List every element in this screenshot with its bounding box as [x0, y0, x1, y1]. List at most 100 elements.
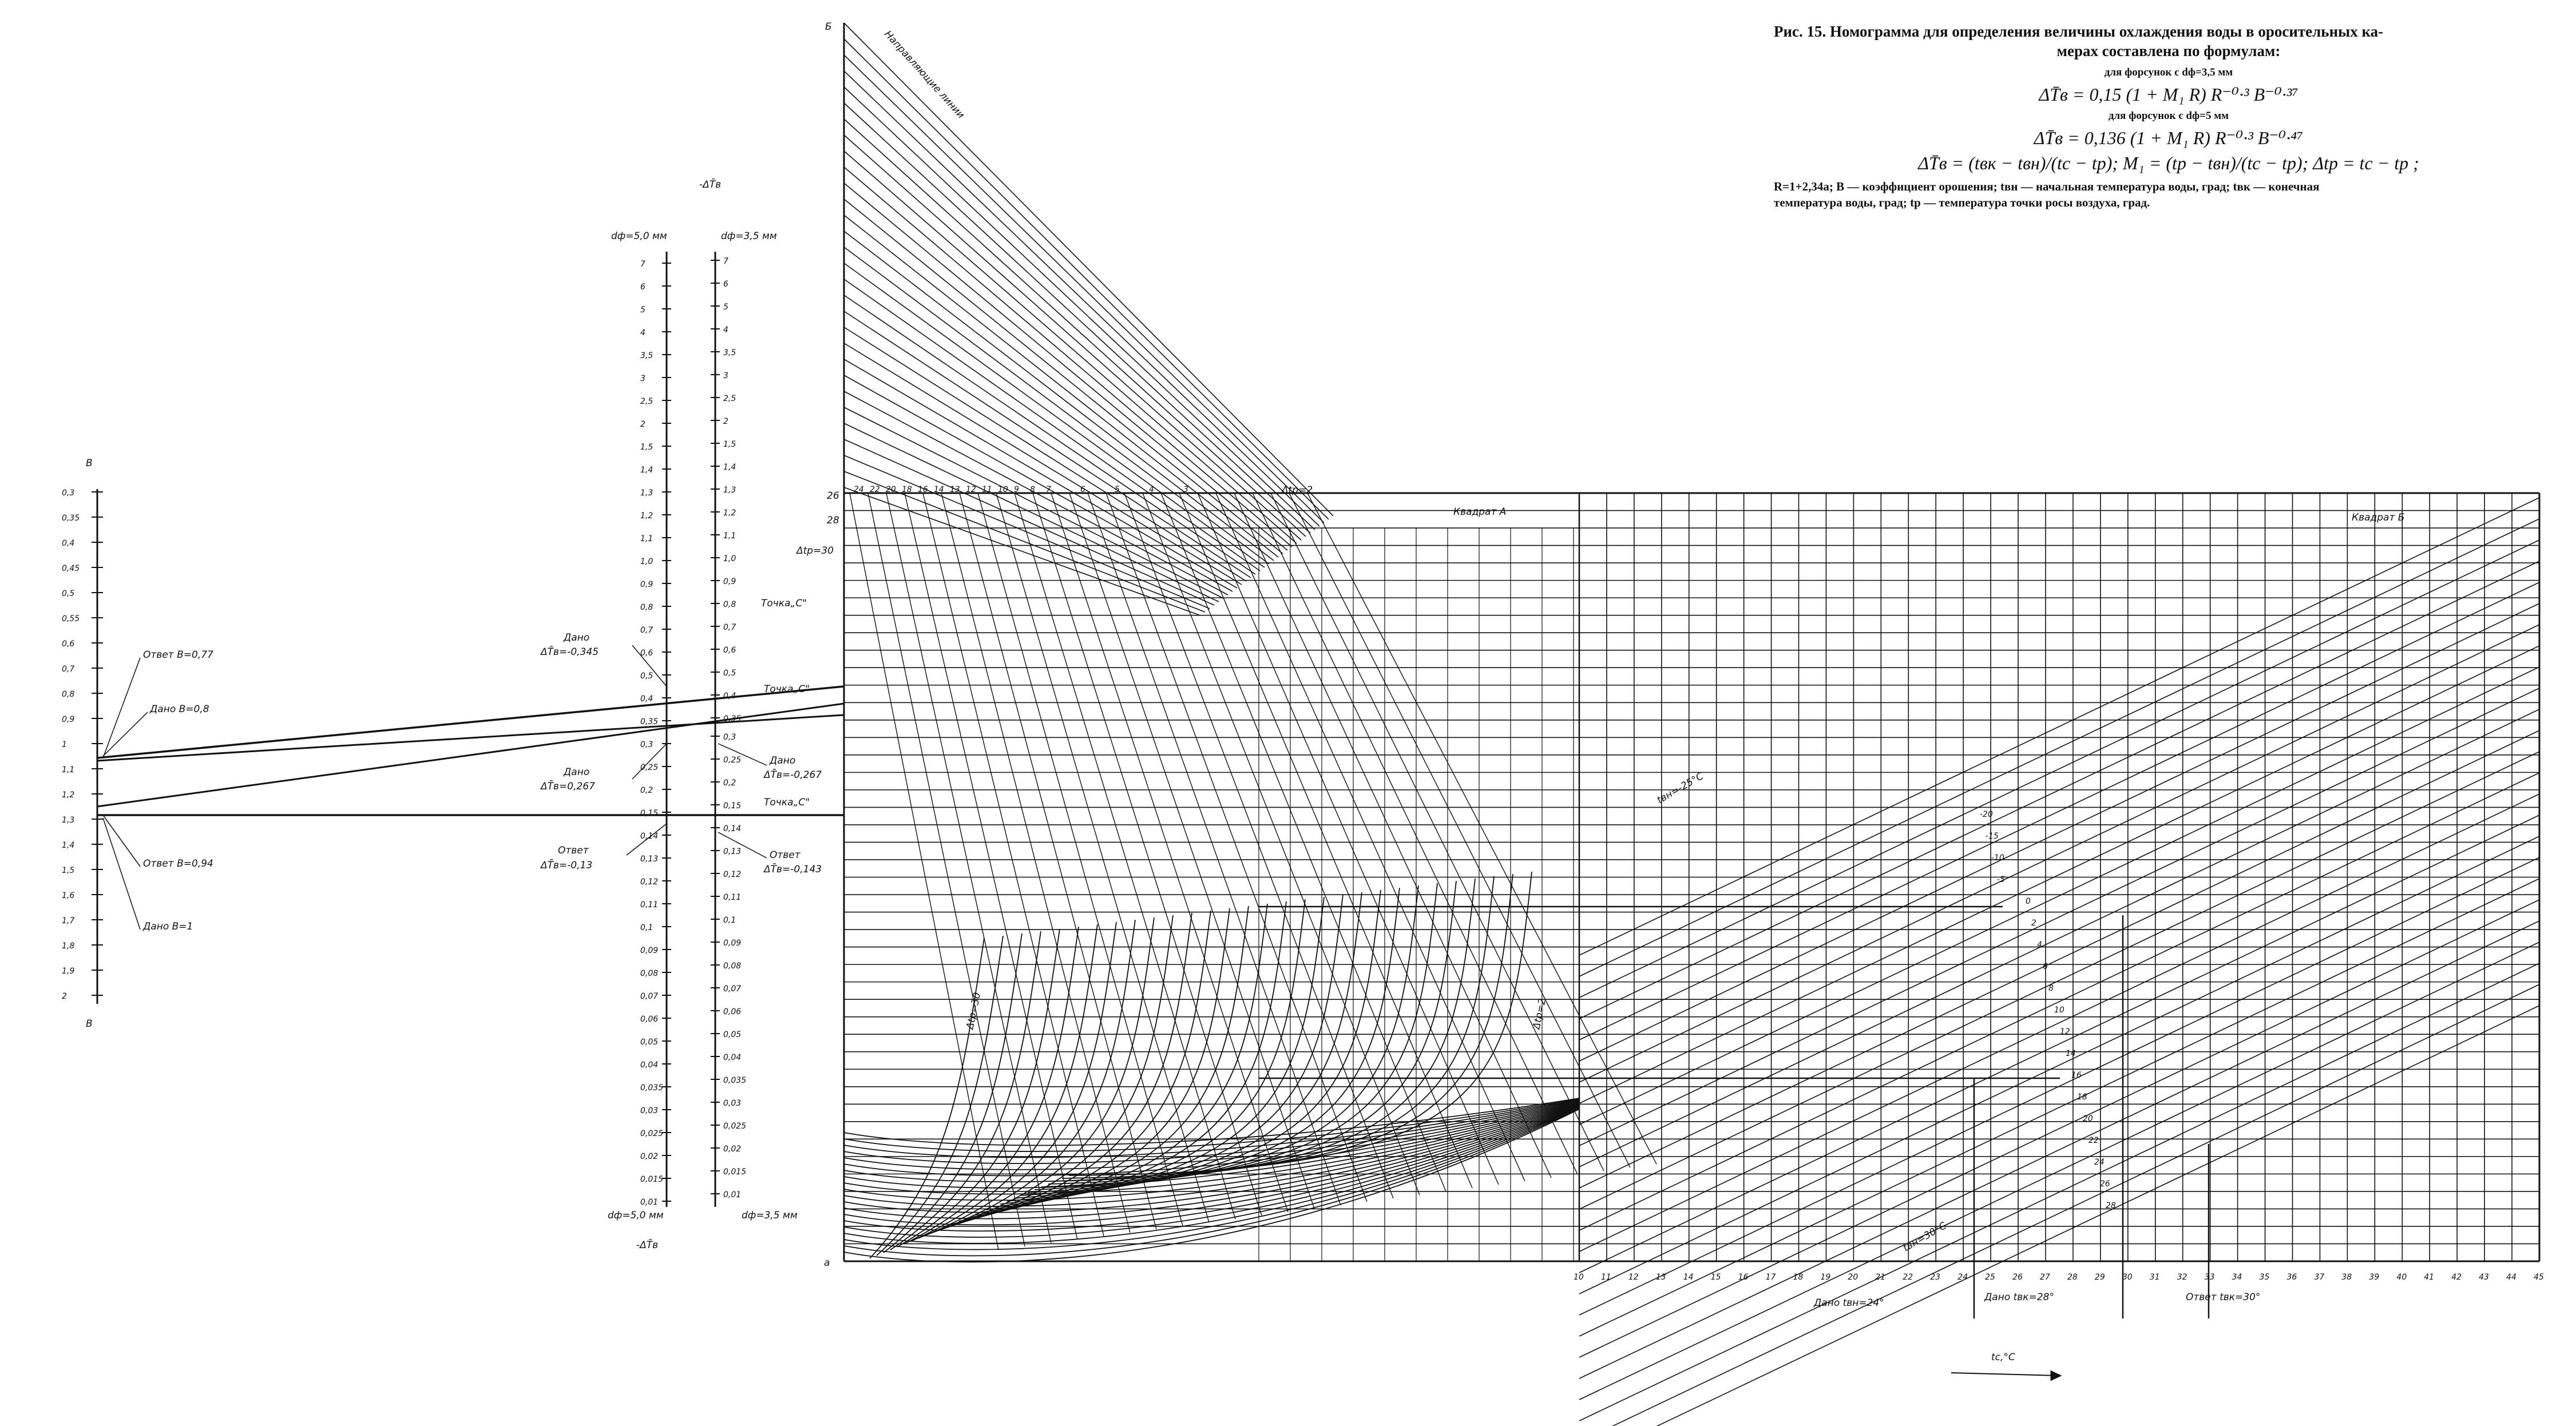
x-axis-tick-label: 27	[2040, 1273, 2050, 1282]
x-axis-tick-label: 44	[2506, 1273, 2516, 1282]
tvn-fan-line	[1579, 942, 2540, 1400]
scale-dt-left-tick-label: 0,15	[640, 809, 658, 818]
dano-dt-0267r-b: ΔT̄в=-0,267	[763, 768, 822, 781]
guide-line	[843, 150, 1297, 544]
scale-dt-left-tick-label: 1,2	[640, 511, 653, 521]
guide-line	[843, 311, 1251, 578]
x-axis-tick-label: 19	[1820, 1273, 1830, 1282]
guide-line	[843, 102, 1311, 534]
dtp-top-label: 9	[1014, 485, 1019, 494]
dtp-top-label: 5	[1115, 485, 1120, 494]
dtp-cross-curve	[843, 1100, 1580, 1170]
dano-dt-0345-b: ΔT̄в=-0,345	[540, 645, 599, 658]
guide-line	[843, 54, 1325, 523]
dtp-curve	[876, 935, 1004, 1256]
scale-dt-right-tick-label: 0,13	[723, 847, 741, 856]
scale-dt-left-tick-label: 0,07	[640, 992, 658, 1001]
scale-dt-right-tick-label: 0,03	[723, 1099, 741, 1108]
guide-lines-label: Направляющие линии	[882, 29, 966, 121]
kvadrat-b-label: Квадрат Б	[2352, 512, 2404, 523]
x-axis-tick-label: 35	[2260, 1273, 2270, 1282]
leader-dano-0267r	[718, 743, 767, 766]
dtp-curve	[924, 919, 1136, 1236]
dtp-cross-curve	[843, 1105, 1580, 1220]
dtp-curve	[869, 938, 985, 1259]
scale-b-tick-label: 0,9	[62, 715, 74, 724]
legend-line2: температура воды, град; tр — температура…	[1774, 196, 2150, 209]
guide-diagonal-line	[867, 492, 1025, 1247]
tvn-label: 20	[2083, 1114, 2093, 1123]
scale-dt-right-tick-label: 0,025	[723, 1122, 746, 1131]
scale-dt-left-tick-label: 3	[640, 374, 645, 383]
dtp-cross-curve	[843, 1101, 1580, 1177]
dtp-top-label: 8	[1030, 485, 1035, 494]
x-axis-tick-label: 39	[2369, 1273, 2379, 1282]
scale-dt-right-footer: dф=3,5 мм	[742, 1210, 798, 1221]
scale-b-tick-label: 2	[62, 992, 67, 1001]
scale-dt-right-tick-label: 2,5	[723, 394, 736, 403]
dtp-top-label: 14	[934, 485, 944, 494]
scale-dt-right-tick-label: 0,1	[723, 916, 736, 925]
dtp-top-label: 11	[982, 485, 992, 494]
dtp-cross-curve	[843, 1106, 1580, 1232]
scale-dt-right-tick-label: 1,5	[723, 440, 736, 449]
scale-b-tick-label: 0,8	[62, 690, 74, 699]
guide-line	[843, 86, 1315, 530]
guide-line	[843, 215, 1279, 558]
tvn-label: 26	[2100, 1179, 2110, 1189]
scale-dt-right-tick-label: 7	[723, 257, 728, 266]
dtp-top-label: 7	[1046, 485, 1051, 494]
dtp-cross-curve	[843, 1104, 1580, 1213]
scale-dt-right-tick-label: 0,5	[723, 669, 736, 678]
scale-dt-left-tick-label: 0,14	[640, 832, 658, 841]
dtp-curve	[903, 926, 1079, 1245]
scale-dt-left-tick-label: 2,5	[640, 397, 653, 406]
tvn-fan-line	[1579, 709, 2540, 1167]
otvet-b-077: Ответ B=0,77	[143, 649, 213, 661]
guide-diagonal-line	[849, 492, 999, 1250]
x-axis-tick-label: 34	[2232, 1273, 2242, 1282]
scale-dt-left-tick-label: 0,06	[640, 1015, 658, 1024]
caption-title-line1: Рис. 15. Номограмма для определения вели…	[1774, 23, 2384, 40]
tvn-fan-line	[1611, 984, 2540, 1426]
guide-line	[843, 455, 1210, 609]
dtp-curve	[958, 908, 1230, 1222]
dano-tvk-label: Дано tвк=28°	[1984, 1292, 2054, 1303]
tvn-fan-line	[1579, 857, 2540, 1316]
scale-dt-left-tick-label: 0,09	[640, 946, 658, 955]
guide-line	[843, 359, 1238, 589]
scale-dt-right-tick-label: 3,5	[723, 348, 736, 358]
tochka-c-3: Точка„С"	[764, 797, 810, 808]
guide-line	[843, 343, 1242, 585]
dtp-cross-curve	[843, 1107, 1580, 1244]
scale-dt-right-tick-label: 0,035	[723, 1076, 746, 1085]
x-axis-tick-label: 14	[1683, 1273, 1694, 1282]
x-axis-tick-label: 23	[1930, 1273, 1940, 1282]
scale-b-tick-label: 1,6	[62, 891, 74, 900]
scale-dt-left-tick-label: 0,035	[640, 1083, 663, 1093]
guide-line	[843, 279, 1261, 571]
dtp-top-label: 10	[998, 485, 1008, 494]
otvet-dt-013-a: Ответ	[558, 845, 589, 856]
scale-b-tick-label: 0,35	[62, 514, 80, 523]
scale-dt-right-tick-label: 0,05	[723, 1030, 741, 1039]
dtp-cross-curve	[843, 1101, 1580, 1182]
scale-dt-left-tick-label: 0,2	[640, 786, 653, 795]
scale-dt-right-tick-label: 1,2	[723, 509, 736, 518]
top-row-left-number: 28	[827, 515, 839, 526]
scale-dt-left-tick-label: 0,08	[640, 969, 658, 978]
tvn-label: 12	[2060, 1027, 2070, 1036]
guide-diagonal-line	[904, 492, 1078, 1240]
dano-tvn-label: Дано tвн=24°	[1813, 1297, 1884, 1309]
guide-diagonal-line	[1252, 492, 1578, 1175]
tvn-fan-line	[1579, 963, 2540, 1421]
scale-dt-left-tick-label: 0,025	[640, 1129, 663, 1138]
guide-line	[843, 487, 1201, 616]
scale-b-tick-label: 0,55	[62, 614, 80, 623]
scale-dt-left-tick-label: 1,3	[640, 488, 653, 498]
guide-diagonal-line	[1179, 492, 1473, 1189]
tvn-label: 16	[2071, 1071, 2082, 1080]
tvn-label: 28	[2106, 1201, 2116, 1210]
guide-lines-group	[843, 22, 1657, 1250]
tvn-label: 8	[2048, 984, 2054, 993]
